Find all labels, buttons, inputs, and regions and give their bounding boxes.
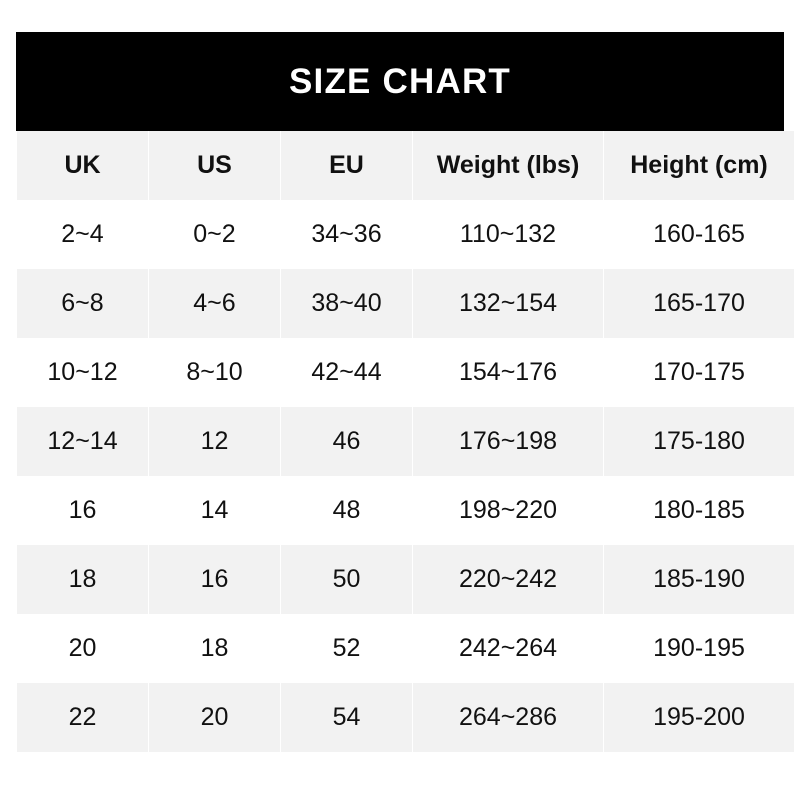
cell-weight: 110~132	[413, 200, 603, 269]
cell-height: 190-195	[604, 614, 794, 683]
table-row: 22 20 54 264~286 195-200	[17, 683, 794, 752]
cell-us: 12	[149, 407, 280, 476]
cell-eu: 46	[281, 407, 412, 476]
column-header-weight: Weight (lbs)	[413, 131, 603, 200]
column-header-us: US	[149, 131, 280, 200]
table-row: 2~4 0~2 34~36 110~132 160-165	[17, 200, 794, 269]
table-row: 6~8 4~6 38~40 132~154 165-170	[17, 269, 794, 338]
column-header-height: Height (cm)	[604, 131, 794, 200]
cell-eu: 50	[281, 545, 412, 614]
cell-height: 175-180	[604, 407, 794, 476]
cell-eu: 52	[281, 614, 412, 683]
column-header-eu: EU	[281, 131, 412, 200]
cell-uk: 12~14	[17, 407, 148, 476]
cell-height: 165-170	[604, 269, 794, 338]
cell-weight: 264~286	[413, 683, 603, 752]
table-row: 10~12 8~10 42~44 154~176 170-175	[17, 338, 794, 407]
cell-eu: 42~44	[281, 338, 412, 407]
cell-weight: 198~220	[413, 476, 603, 545]
cell-weight: 220~242	[413, 545, 603, 614]
cell-uk: 18	[17, 545, 148, 614]
cell-us: 20	[149, 683, 280, 752]
cell-uk: 6~8	[17, 269, 148, 338]
cell-weight: 176~198	[413, 407, 603, 476]
cell-uk: 2~4	[17, 200, 148, 269]
cell-height: 185-190	[604, 545, 794, 614]
cell-us: 14	[149, 476, 280, 545]
cell-weight: 132~154	[413, 269, 603, 338]
cell-uk: 20	[17, 614, 148, 683]
column-header-uk: UK	[17, 131, 148, 200]
table-header-row: UK US EU Weight (lbs) Height (cm)	[17, 131, 794, 200]
cell-us: 18	[149, 614, 280, 683]
table-row: 20 18 52 242~264 190-195	[17, 614, 794, 683]
table-row: 16 14 48 198~220 180-185	[17, 476, 794, 545]
cell-eu: 34~36	[281, 200, 412, 269]
cell-eu: 48	[281, 476, 412, 545]
title-band: SIZE CHART	[16, 32, 784, 131]
cell-eu: 38~40	[281, 269, 412, 338]
cell-eu: 54	[281, 683, 412, 752]
cell-height: 170-175	[604, 338, 794, 407]
page-title: SIZE CHART	[289, 62, 511, 101]
table-row: 18 16 50 220~242 185-190	[17, 545, 794, 614]
cell-height: 195-200	[604, 683, 794, 752]
cell-us: 16	[149, 545, 280, 614]
cell-height: 180-185	[604, 476, 794, 545]
table-row: 12~14 12 46 176~198 175-180	[17, 407, 794, 476]
cell-weight: 154~176	[413, 338, 603, 407]
cell-uk: 10~12	[17, 338, 148, 407]
size-chart-table: UK US EU Weight (lbs) Height (cm) 2~4 0~…	[16, 131, 795, 752]
cell-us: 8~10	[149, 338, 280, 407]
cell-weight: 242~264	[413, 614, 603, 683]
cell-uk: 16	[17, 476, 148, 545]
cell-uk: 22	[17, 683, 148, 752]
cell-us: 4~6	[149, 269, 280, 338]
cell-height: 160-165	[604, 200, 794, 269]
cell-us: 0~2	[149, 200, 280, 269]
